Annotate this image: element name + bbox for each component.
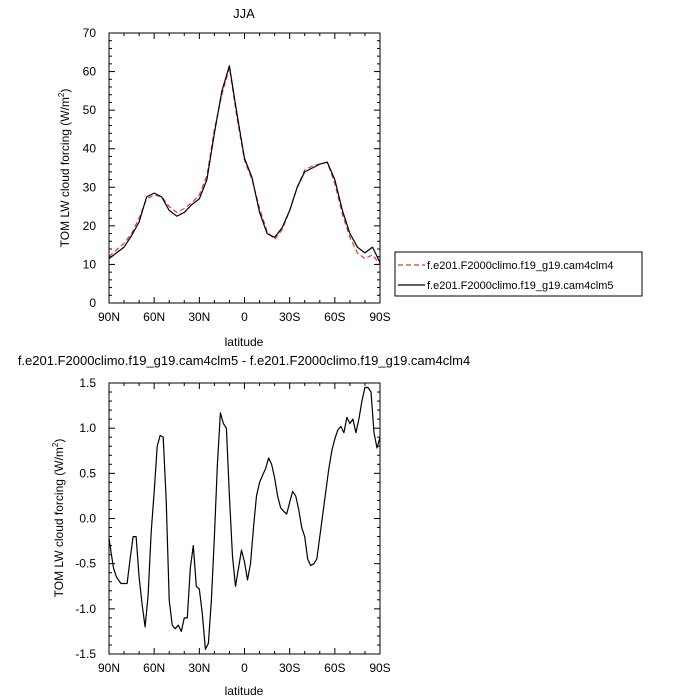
bottom-chart-y-tick-label: 0.0: [79, 512, 96, 526]
bottom-chart-x-axis-title: latitude: [225, 684, 264, 698]
top-chart-y-tick-label: 10: [83, 257, 97, 271]
bottom-chart-y-tick-label: 0.5: [79, 466, 96, 480]
bottom-chart-ticks: [108, 382, 381, 655]
legend-label-clm5: f.e201.F2000climo.f19_g19.cam4clm5: [427, 280, 614, 292]
bottom-chart-y-axis-title-sup: 2: [51, 442, 60, 447]
bottom-chart-y-tick-label: 1.0: [79, 421, 96, 435]
bottom-chart-frame: [108, 382, 381, 655]
top-chart-x-tick-label: 0: [241, 310, 248, 324]
top-chart-y-tick-label: 0: [89, 296, 96, 310]
bottom-chart-tick-labels: 90N 60N 30N 0 30S 60S 90S -1.5 -1.0 -0.5 0.0 0.5 1.0…: [75, 376, 390, 675]
bottom-chart-series-line-0: [108, 386, 381, 651]
top-chart: JJA 90N 60N 30N 0 30S 60S 90S 0 10 20 30 40 50 60 70 l…: [57, 6, 643, 349]
top-chart-y-tick-label: 50: [83, 103, 97, 117]
bottom-chart-series-group: [108, 386, 381, 651]
bottom-chart: f.e201.F2000climo.f19_g19.cam4clm5 - f.e…: [18, 353, 470, 698]
bottom-chart-y-tick-label: 1.5: [79, 376, 96, 390]
bottom-chart-title: f.e201.F2000climo.f19_g19.cam4clm5 - f.e…: [18, 353, 470, 368]
bottom-chart-y-axis-title: TOM LW cloud forcing (W/m2): [51, 439, 66, 598]
top-chart-x-tick-label: 90S: [369, 310, 390, 324]
bottom-chart-x-tick-label: 30N: [188, 661, 210, 675]
bottom-chart-y-tick-label: -1.0: [75, 602, 96, 616]
top-chart-x-tick-label: 30N: [188, 310, 210, 324]
top-chart-frame: [108, 32, 381, 304]
bottom-chart-x-tick-label: 60S: [324, 661, 345, 675]
top-chart-y-tick-label: 70: [83, 26, 97, 40]
top-chart-legend: f.e201.F2000climo.f19_g19.cam4clm4 f.e20…: [394, 251, 643, 297]
bottom-chart-x-tick-label: 0: [241, 661, 248, 675]
top-chart-tick-labels: 90N 60N 30N 0 30S 60S 90S 0 10 20 30 40 50 60 70: [83, 26, 391, 324]
bottom-chart-y-axis-title-close: ): [52, 439, 66, 443]
top-chart-series-line-1: [108, 65, 381, 263]
bottom-chart-x-tick-label: 30S: [279, 661, 300, 675]
top-chart-ticks: [108, 32, 381, 304]
top-chart-x-tick-label: 60N: [143, 310, 165, 324]
bottom-chart-y-tick-label: -1.5: [75, 647, 96, 661]
top-chart-x-tick-label: 30S: [279, 310, 300, 324]
top-chart-series-group: [108, 65, 381, 265]
bottom-chart-y-tick-label: -0.5: [75, 557, 96, 571]
top-chart-y-axis-title-sup: 2: [57, 92, 66, 97]
top-chart-y-tick-label: 30: [83, 180, 97, 194]
top-chart-y-tick-label: 60: [83, 65, 97, 79]
legend-box: [394, 251, 643, 297]
top-chart-y-axis-title-main: TOM LW cloud forcing (W/m: [58, 97, 72, 247]
top-chart-y-tick-label: 40: [83, 142, 97, 156]
top-chart-y-axis-title-close: ): [58, 89, 72, 93]
top-chart-x-tick-label: 90N: [98, 310, 120, 324]
top-chart-y-axis-title: TOM LW cloud forcing (W/m2): [57, 89, 72, 248]
top-chart-title: JJA: [233, 6, 255, 21]
top-chart-series-line-0: [108, 67, 381, 265]
top-chart-x-tick-label: 60S: [324, 310, 345, 324]
bottom-chart-y-axis-title-main: TOM LW cloud forcing (W/m: [52, 447, 66, 597]
bottom-chart-x-tick-label: 90S: [369, 661, 390, 675]
top-chart-y-tick-label: 20: [83, 219, 97, 233]
top-chart-x-axis-title: latitude: [225, 335, 264, 349]
bottom-chart-x-tick-label: 90N: [98, 661, 120, 675]
legend-label-clm4: f.e201.F2000climo.f19_g19.cam4clm4: [427, 260, 614, 272]
bottom-chart-x-tick-label: 60N: [143, 661, 165, 675]
